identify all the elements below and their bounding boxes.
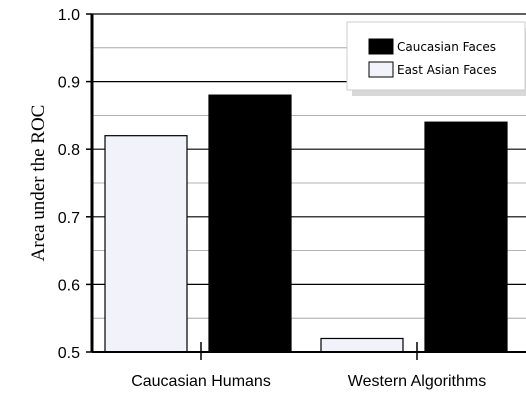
y-tick-label: 0.5: [58, 345, 80, 362]
y-tick-label: 0.6: [58, 277, 80, 294]
y-tick-label: 0.7: [58, 210, 80, 227]
bar-east-asian-faces-caucasian-humans: [104, 135, 188, 353]
bar-caucasian-faces-western-algorithms: [424, 121, 508, 353]
y-tick-label: 0.9: [58, 75, 80, 92]
legend-swatch-east-asian-faces: [368, 61, 394, 78]
legend: Caucasian Faces East Asian Faces: [346, 21, 526, 96]
x-ticks: Caucasian Humans Western Algorithms: [131, 342, 486, 390]
axes: [90, 14, 526, 353]
legend-swatch-caucasian-faces: [368, 38, 394, 55]
legend-label-caucasian-faces: Caucasian Faces: [397, 40, 496, 54]
x-category-label: Caucasian Humans: [131, 373, 271, 390]
bar-caucasian-faces-caucasian-humans: [208, 94, 292, 353]
y-axis-label: Area under the ROC: [28, 105, 49, 262]
legend-label-east-asian-faces: East Asian Faces: [397, 63, 497, 77]
bar-east-asian-faces-western-algorithms: [320, 337, 404, 353]
y-tick-label: 0.8: [58, 142, 80, 159]
y-tick-label: 1.0: [58, 7, 80, 24]
x-category-label: Western Algorithms: [348, 373, 486, 390]
y-ticks: 0.5 0.6 0.7 0.8 0.9 1.0: [58, 7, 92, 362]
bars: [104, 94, 508, 353]
legend-box: [346, 21, 526, 91]
